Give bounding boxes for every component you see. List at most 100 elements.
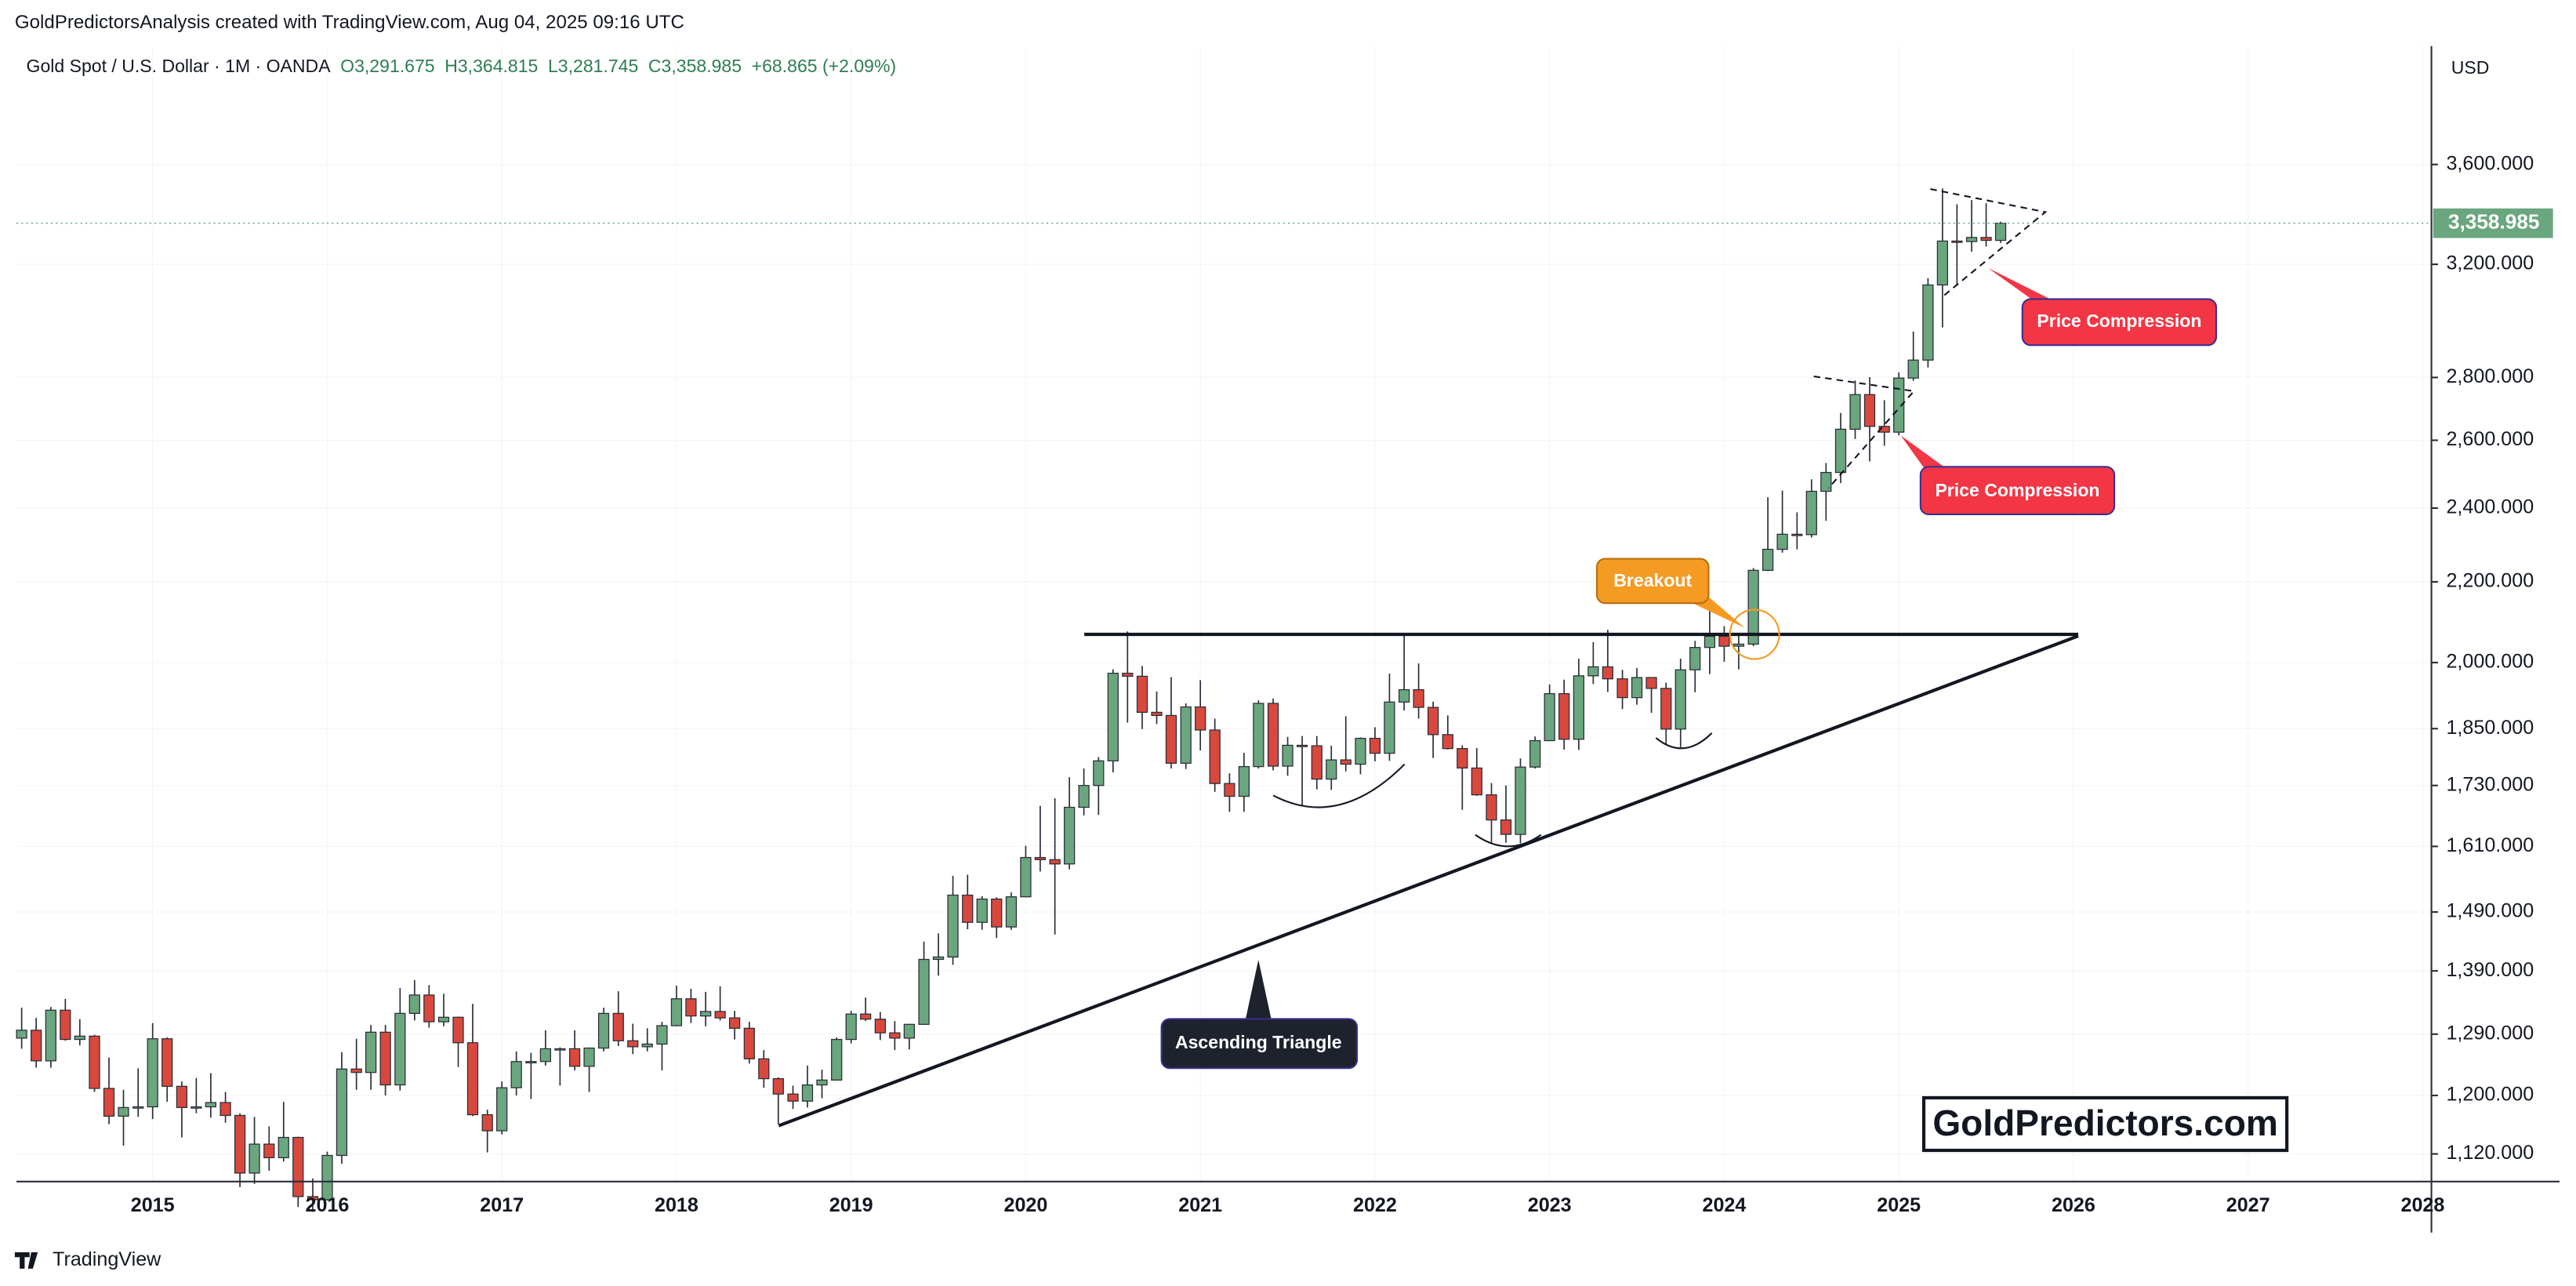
candle-body [408, 994, 420, 1014]
candle-body [1631, 677, 1643, 699]
candle-body [190, 1106, 202, 1109]
arc [1475, 834, 1542, 848]
candle-body [583, 1047, 595, 1067]
candle-body [452, 1016, 464, 1044]
arc [1655, 732, 1713, 750]
candle-body [1224, 783, 1235, 797]
candle-body [1732, 643, 1745, 647]
x-tick-label: 2024 [1702, 1194, 1746, 1216]
candle-body [1107, 672, 1119, 761]
candle-body [89, 1035, 100, 1089]
last-price-label: 3,358.985 [2448, 210, 2540, 234]
candle-body [641, 1043, 653, 1048]
candle-body [350, 1068, 362, 1073]
x-tick-label: 2019 [829, 1194, 873, 1216]
candle-body [1355, 737, 1366, 765]
candle-body [1282, 744, 1293, 767]
candle-body [1195, 706, 1206, 731]
candle-body [758, 1058, 770, 1080]
y-tick-label: 2,000.000 [2446, 651, 2534, 673]
candle-body [1878, 426, 1890, 433]
callout-box [1160, 1018, 1359, 1070]
candle-body [816, 1079, 828, 1086]
candle-body [1209, 729, 1221, 784]
y-tick-label: 1,120.000 [2446, 1142, 2534, 1164]
candle-body [1805, 490, 1817, 536]
candle-body [525, 1061, 537, 1064]
x-tick-label: 2016 [305, 1194, 349, 1216]
candle-body [1994, 223, 2007, 242]
candle-body [234, 1114, 246, 1174]
callout-text: Price Compression [2037, 311, 2201, 331]
candle-body [1020, 856, 1032, 898]
candle-body [292, 1136, 304, 1197]
candle-body [1863, 394, 1876, 427]
candle-body [1820, 471, 1832, 492]
y-tick-label: 1,390.000 [2446, 959, 2534, 981]
candle-body [161, 1038, 173, 1087]
candle-body [1384, 701, 1395, 754]
drawings [778, 188, 2079, 1128]
candle-body [1253, 703, 1264, 768]
candle-body [1457, 748, 1468, 769]
candle-body [1849, 394, 1861, 430]
candle-body [554, 1048, 566, 1051]
y-tick-label: 1,610.000 [2446, 834, 2534, 856]
plot-area [16, 45, 2432, 1212]
candle-body [1893, 377, 1905, 433]
candle-body [1965, 237, 1978, 242]
change-label: +68.865 (+2.09%) [752, 56, 897, 76]
candle-body [772, 1077, 784, 1095]
candle-body [1776, 533, 1788, 550]
candle-body [1180, 706, 1192, 764]
candle-body [685, 998, 697, 1017]
candle-body [1122, 672, 1134, 678]
candle-body [1645, 677, 1657, 689]
candle-body [1616, 678, 1628, 699]
callout-text: Price Compression [1935, 480, 2099, 500]
candle-body [1718, 635, 1730, 647]
x-tick-label: 2027 [2226, 1194, 2270, 1216]
candle-body [728, 1017, 741, 1029]
candle-body [1703, 635, 1716, 648]
candle-body [1500, 819, 1512, 835]
candle-body [249, 1143, 260, 1174]
y-tick-label: 2,600.000 [2446, 428, 2534, 450]
pennant [1930, 188, 2048, 297]
candle-body [365, 1031, 377, 1073]
breakout-circle [1729, 608, 1780, 660]
candle-body [1093, 760, 1105, 786]
callout-box [2021, 298, 2218, 347]
x-tick-label: 2023 [1528, 1194, 1572, 1216]
y-tick-label: 2,400.000 [2446, 496, 2534, 518]
candle-body [205, 1102, 217, 1108]
candle-body [1951, 240, 1963, 243]
watermark-box [1921, 1095, 2289, 1153]
candle-body [976, 898, 988, 923]
candle-body [597, 1012, 610, 1049]
candle-body [700, 1011, 712, 1017]
candle-body [176, 1085, 188, 1109]
candle-body [1326, 759, 1337, 780]
candle-body [1486, 794, 1497, 821]
candle-body [1064, 806, 1076, 865]
candle-body [45, 1009, 56, 1062]
candle-body [1311, 745, 1322, 780]
candle-body [1034, 856, 1047, 860]
candle-body [1558, 692, 1570, 740]
x-tick-label: 2026 [2052, 1194, 2095, 1216]
candle-body [656, 1025, 668, 1045]
candle-body [1136, 675, 1148, 714]
callout-text: Breakout [1613, 570, 1692, 590]
candle-body [437, 1016, 450, 1023]
candle-body [1151, 711, 1163, 717]
candle-body [874, 1019, 887, 1034]
candle-body [1602, 666, 1613, 680]
low-label: L3,281.745 [548, 56, 638, 76]
candle-body [74, 1035, 85, 1041]
candle-body [962, 894, 974, 923]
candle-body [307, 1196, 319, 1201]
candle-body [539, 1048, 552, 1063]
